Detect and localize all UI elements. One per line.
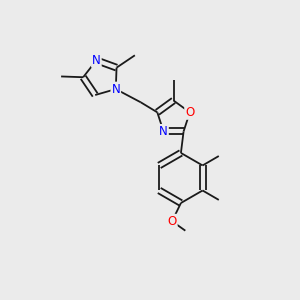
Text: N: N — [159, 125, 168, 138]
Text: N: N — [92, 54, 101, 67]
Text: O: O — [167, 215, 177, 228]
Text: N: N — [111, 82, 120, 96]
Text: O: O — [185, 106, 194, 119]
